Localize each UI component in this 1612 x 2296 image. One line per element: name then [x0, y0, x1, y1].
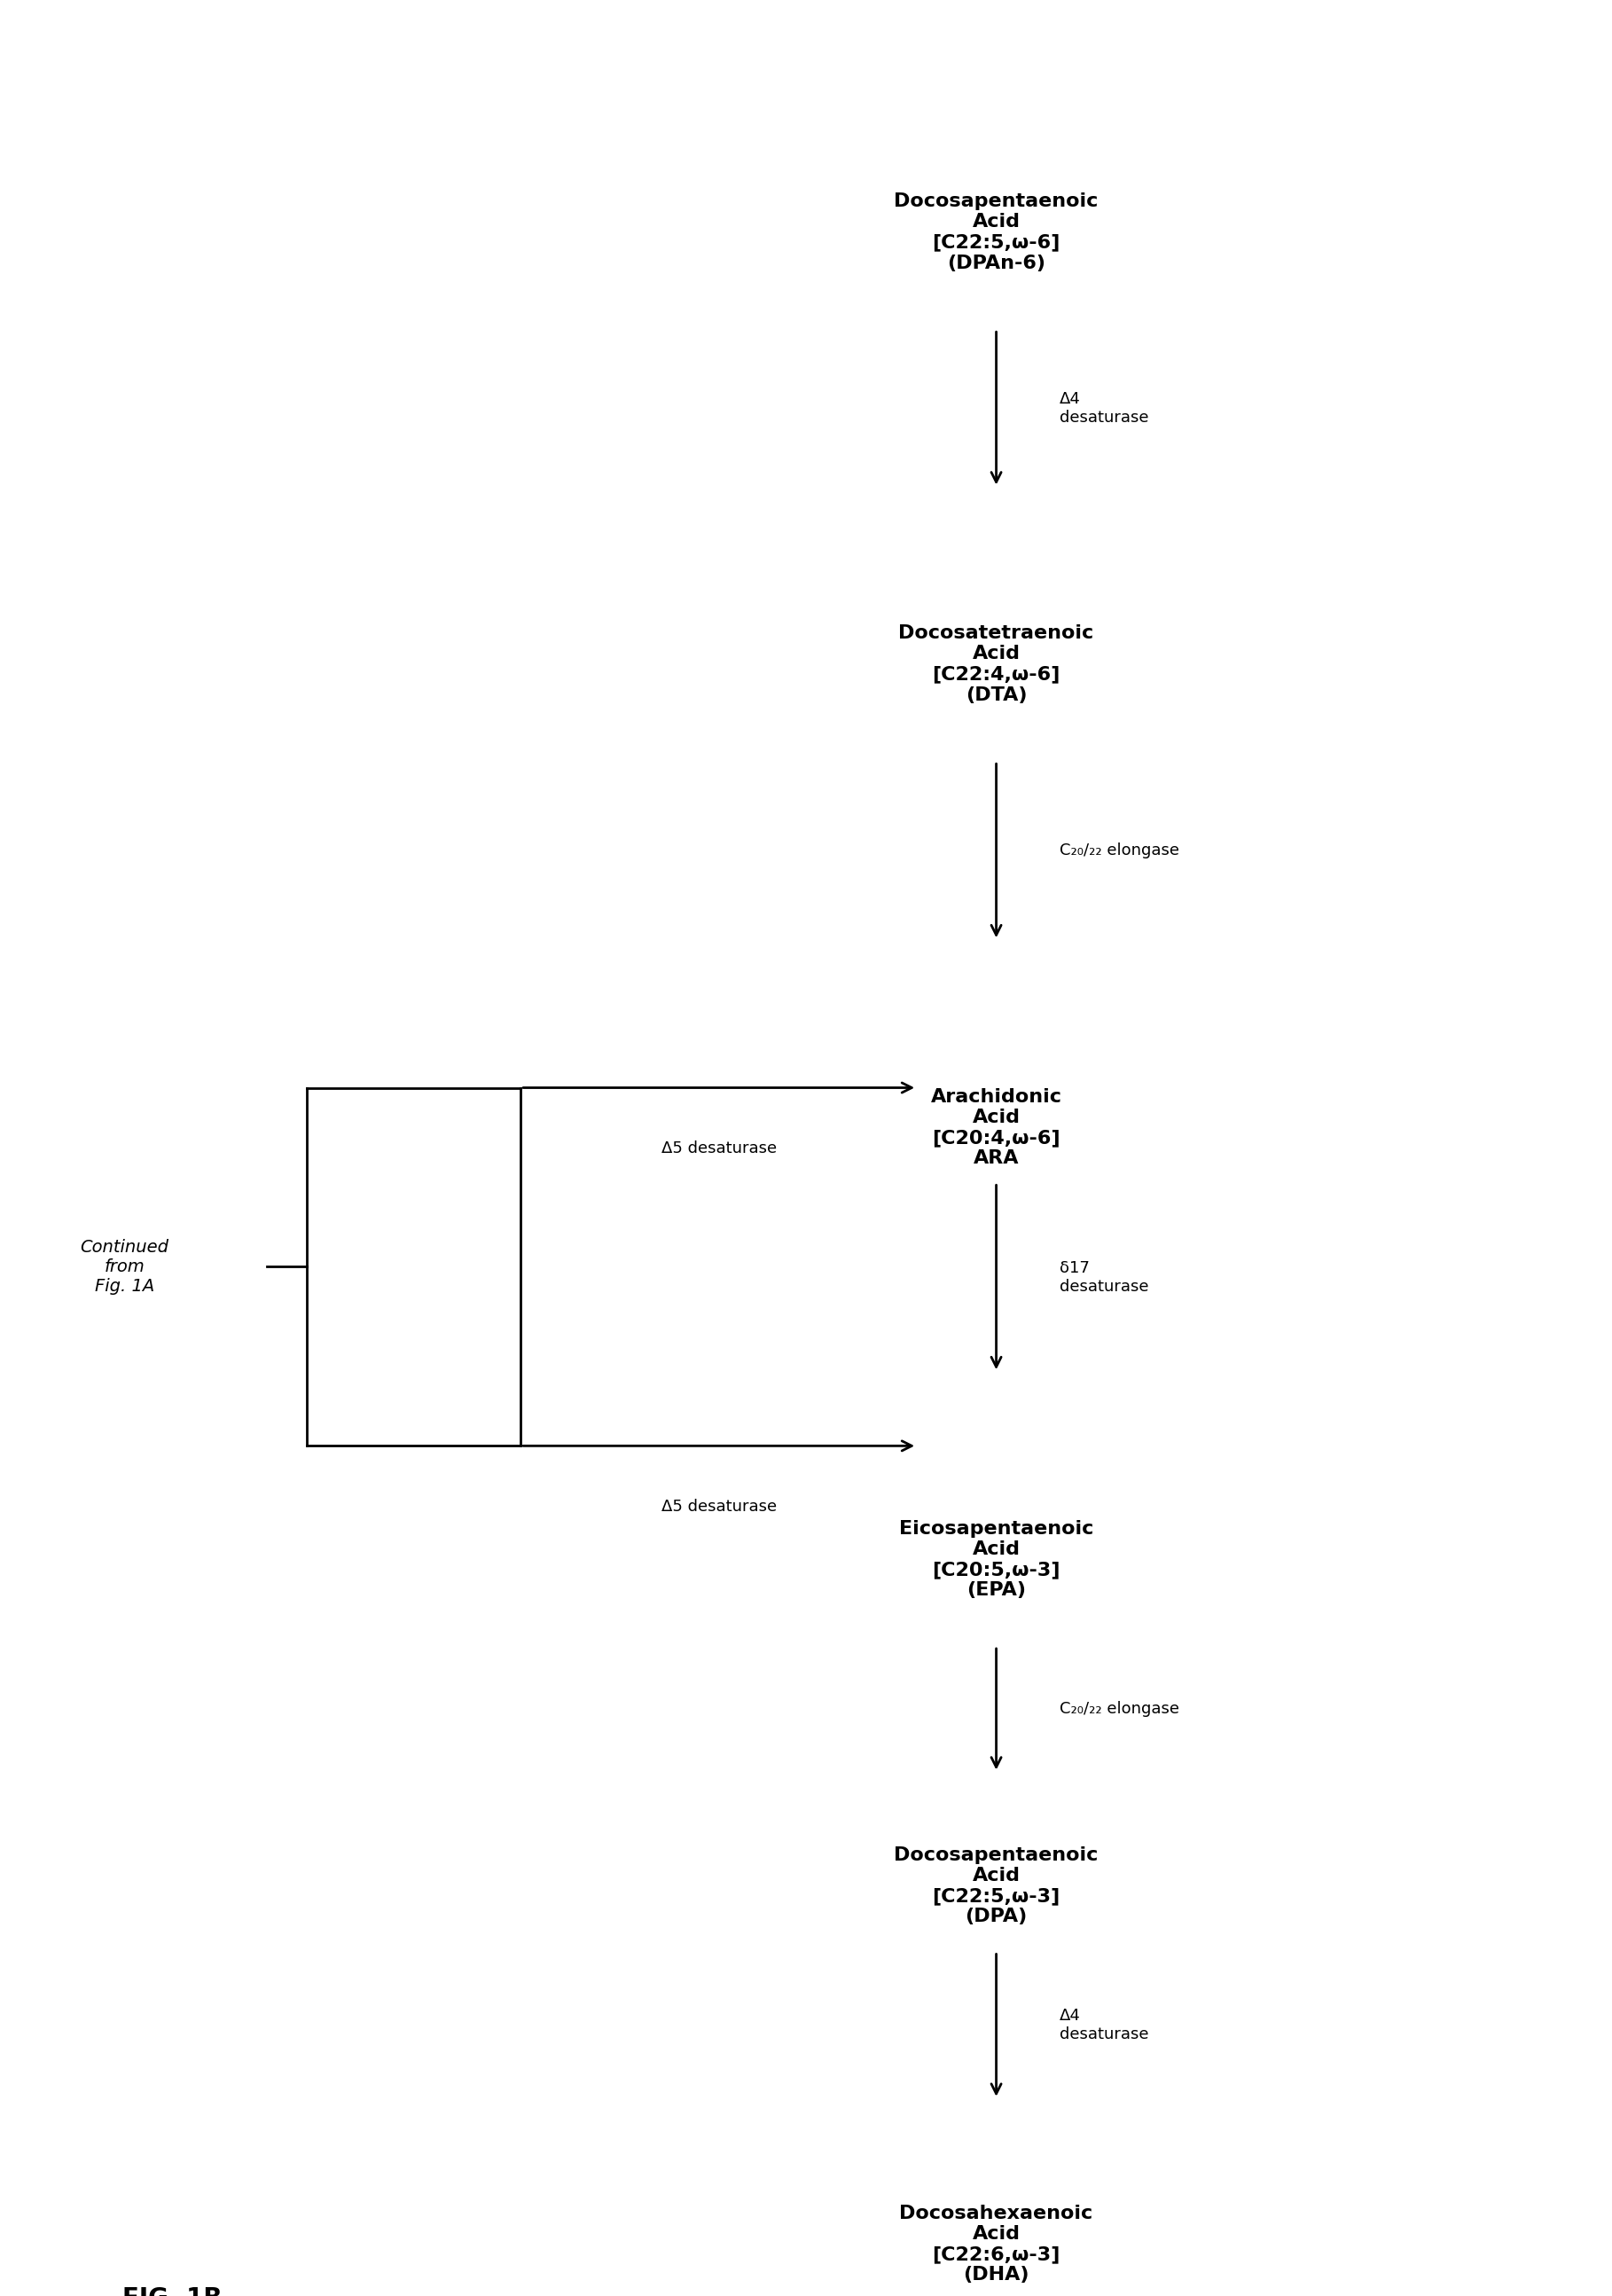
Text: Arachidonic
Acid
[C20:4,ω-6]
ARA: Arachidonic Acid [C20:4,ω-6] ARA — [930, 1088, 1062, 1166]
Text: C₂₀/₂₂ elongase: C₂₀/₂₂ elongase — [1059, 1701, 1180, 1717]
Text: Δ4
desaturase: Δ4 desaturase — [1059, 2009, 1149, 2043]
Text: Continued
from
Fig. 1A: Continued from Fig. 1A — [81, 1240, 169, 1295]
Text: δ17
desaturase: δ17 desaturase — [1059, 1261, 1149, 1295]
Text: Eicosapentaenoic
Acid
[C20:5,ω-3]
(EPA): Eicosapentaenoic Acid [C20:5,ω-3] (EPA) — [899, 1520, 1093, 1598]
Text: Docosapentaenoic
Acid
[C22:5,ω-6]
(DPAn-6): Docosapentaenoic Acid [C22:5,ω-6] (DPAn-… — [895, 193, 1098, 271]
Text: Docosapentaenoic
Acid
[C22:5,ω-3]
(DPA): Docosapentaenoic Acid [C22:5,ω-3] (DPA) — [895, 1846, 1098, 1926]
Text: FIG. 1B: FIG. 1B — [123, 2287, 222, 2296]
Text: Δ5 desaturase: Δ5 desaturase — [661, 1141, 777, 1157]
Text: Docosahexaenoic
Acid
[C22:6,ω-3]
(DHA): Docosahexaenoic Acid [C22:6,ω-3] (DHA) — [899, 2204, 1093, 2285]
Text: C₂₀/₂₂ elongase: C₂₀/₂₂ elongase — [1059, 843, 1180, 859]
Text: Δ5 desaturase: Δ5 desaturase — [661, 1499, 777, 1515]
Text: Δ4
desaturase: Δ4 desaturase — [1059, 390, 1149, 425]
Text: Docosatetraenoic
Acid
[C22:4,ω-6]
(DTA): Docosatetraenoic Acid [C22:4,ω-6] (DTA) — [898, 625, 1095, 703]
